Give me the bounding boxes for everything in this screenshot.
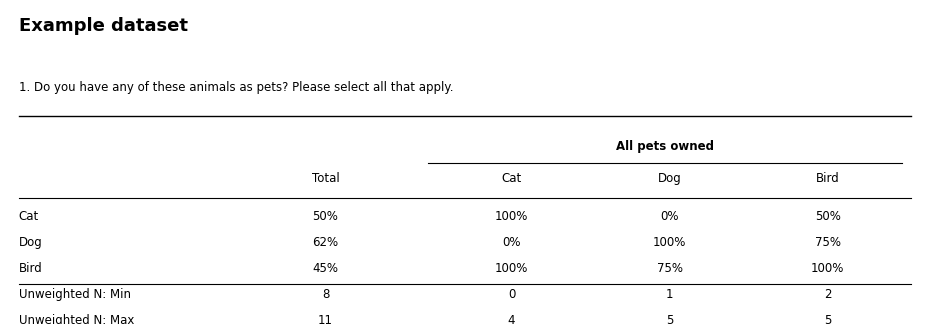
Text: Cat: Cat (501, 172, 522, 185)
Text: 100%: 100% (495, 210, 528, 223)
Text: Dog: Dog (658, 172, 682, 185)
Text: All pets owned: All pets owned (616, 140, 714, 153)
Text: Bird: Bird (816, 172, 840, 185)
Text: Unweighted N: Min: Unweighted N: Min (19, 288, 130, 301)
Text: 62%: 62% (312, 236, 339, 249)
Text: 11: 11 (318, 314, 333, 324)
Text: Unweighted N: Max: Unweighted N: Max (19, 314, 134, 324)
Text: 1: 1 (666, 288, 673, 301)
Text: 4: 4 (508, 314, 515, 324)
Text: 8: 8 (322, 288, 329, 301)
Text: 75%: 75% (657, 262, 683, 275)
Text: Example dataset: Example dataset (19, 17, 188, 35)
Text: 1. Do you have any of these animals as pets? Please select all that apply.: 1. Do you have any of these animals as p… (19, 82, 453, 95)
Text: 100%: 100% (811, 262, 844, 275)
Text: 100%: 100% (653, 236, 686, 249)
Text: 100%: 100% (495, 262, 528, 275)
Text: Bird: Bird (19, 262, 43, 275)
Text: Cat: Cat (19, 210, 39, 223)
Text: 45%: 45% (312, 262, 339, 275)
Text: 50%: 50% (815, 210, 841, 223)
Text: 5: 5 (666, 314, 673, 324)
Text: 0: 0 (508, 288, 515, 301)
Text: Total: Total (312, 172, 339, 185)
Text: 5: 5 (824, 314, 831, 324)
Text: 2: 2 (824, 288, 831, 301)
Text: 0%: 0% (502, 236, 521, 249)
Text: 75%: 75% (815, 236, 841, 249)
Text: 50%: 50% (312, 210, 339, 223)
Text: 0%: 0% (660, 210, 679, 223)
Text: Dog: Dog (19, 236, 43, 249)
